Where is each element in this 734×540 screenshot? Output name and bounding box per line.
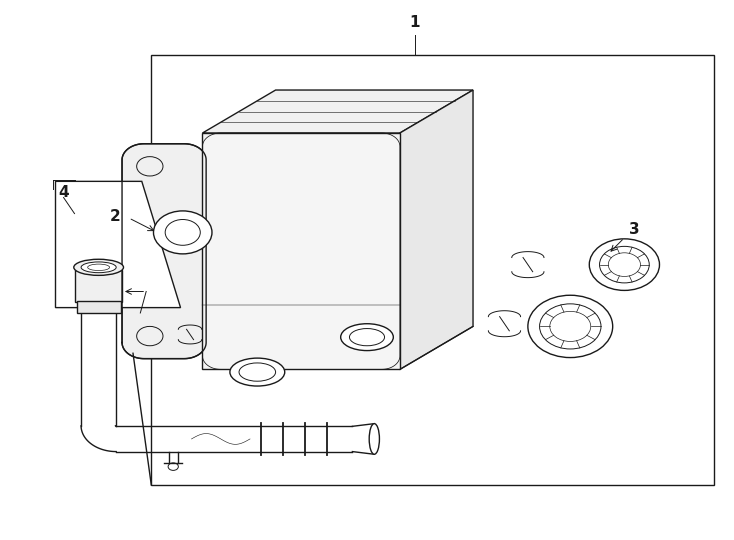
- Ellipse shape: [230, 358, 285, 386]
- Circle shape: [528, 295, 613, 357]
- Circle shape: [600, 246, 650, 283]
- Ellipse shape: [369, 424, 379, 454]
- Polygon shape: [203, 90, 473, 133]
- Polygon shape: [56, 181, 181, 308]
- Text: 3: 3: [628, 222, 639, 237]
- Bar: [151, 55, 714, 485]
- Ellipse shape: [81, 262, 116, 273]
- Circle shape: [539, 304, 601, 349]
- Ellipse shape: [239, 363, 275, 381]
- Ellipse shape: [87, 264, 109, 271]
- Polygon shape: [400, 90, 473, 369]
- Circle shape: [589, 239, 659, 291]
- Polygon shape: [122, 144, 206, 359]
- Text: 2: 2: [109, 209, 120, 224]
- Text: 1: 1: [410, 15, 420, 30]
- Circle shape: [608, 253, 641, 276]
- Bar: [76, 270, 122, 302]
- Circle shape: [153, 211, 212, 254]
- Ellipse shape: [349, 328, 385, 346]
- Text: 4: 4: [58, 185, 69, 200]
- Bar: [77, 301, 120, 313]
- Polygon shape: [203, 133, 400, 369]
- Circle shape: [165, 219, 200, 245]
- Ellipse shape: [341, 323, 393, 350]
- Circle shape: [550, 312, 591, 341]
- Ellipse shape: [74, 259, 123, 275]
